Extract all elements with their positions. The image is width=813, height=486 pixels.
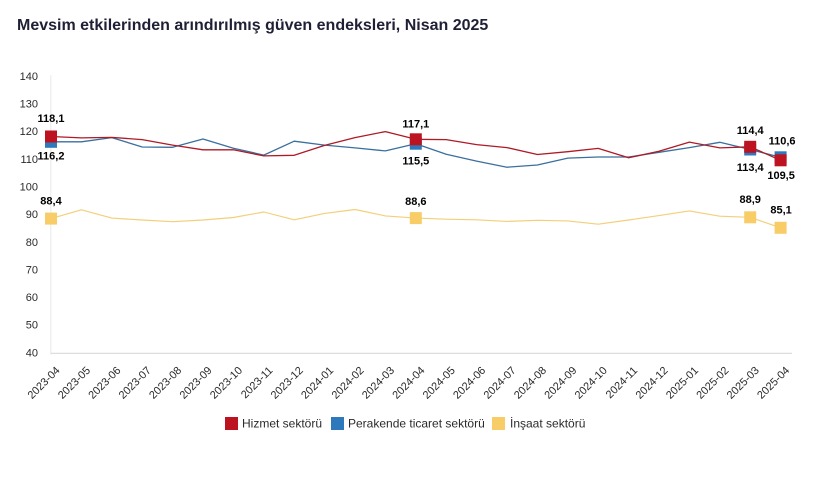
- svg-text:85,1: 85,1: [770, 204, 791, 216]
- svg-text:2023-12: 2023-12: [269, 365, 306, 402]
- svg-text:2024-01: 2024-01: [299, 365, 336, 402]
- svg-text:90: 90: [26, 209, 38, 221]
- svg-text:2023-09: 2023-09: [178, 365, 215, 402]
- svg-text:2024-04: 2024-04: [390, 365, 427, 402]
- svg-text:2024-05: 2024-05: [421, 365, 458, 402]
- svg-text:80: 80: [26, 237, 38, 249]
- svg-text:70: 70: [26, 264, 38, 276]
- svg-text:117,1: 117,1: [402, 118, 429, 130]
- svg-text:2023-07: 2023-07: [117, 365, 154, 402]
- svg-text:Hizmet sektörü: Hizmet sektörü: [242, 417, 322, 431]
- svg-text:110,6: 110,6: [769, 135, 796, 147]
- svg-text:2024-03: 2024-03: [360, 365, 397, 402]
- svg-text:2024-09: 2024-09: [542, 365, 579, 402]
- svg-text:Mevsim etkilerinden arındırılm: Mevsim etkilerinden arındırılmış güven e…: [17, 17, 488, 34]
- svg-text:120: 120: [20, 126, 38, 138]
- svg-text:130: 130: [20, 99, 38, 111]
- svg-text:Perakende ticaret sektörü: Perakende ticaret sektörü: [348, 417, 485, 431]
- svg-text:116,2: 116,2: [38, 150, 65, 162]
- svg-text:2024-12: 2024-12: [634, 365, 671, 402]
- svg-text:40: 40: [26, 347, 38, 359]
- svg-text:2025-01: 2025-01: [664, 365, 701, 402]
- svg-text:113,4: 113,4: [737, 162, 765, 174]
- svg-text:88,4: 88,4: [40, 195, 62, 207]
- svg-text:118,1: 118,1: [38, 113, 65, 125]
- svg-text:2024-10: 2024-10: [573, 365, 610, 402]
- svg-text:114,4: 114,4: [737, 125, 765, 137]
- svg-text:115,5: 115,5: [402, 155, 429, 167]
- svg-text:2024-08: 2024-08: [512, 365, 549, 402]
- svg-text:60: 60: [26, 292, 38, 304]
- svg-text:2023-10: 2023-10: [208, 365, 245, 402]
- svg-text:2024-02: 2024-02: [330, 365, 367, 402]
- svg-text:50: 50: [26, 320, 38, 332]
- svg-text:140: 140: [20, 71, 38, 83]
- svg-text:110: 110: [20, 154, 38, 166]
- svg-text:2025-04: 2025-04: [755, 365, 792, 402]
- svg-text:2025-03: 2025-03: [725, 365, 762, 402]
- svg-text:2025-02: 2025-02: [694, 365, 731, 402]
- svg-text:2023-04: 2023-04: [26, 365, 63, 402]
- svg-text:2023-06: 2023-06: [86, 365, 123, 402]
- svg-text:109,5: 109,5: [767, 170, 795, 182]
- svg-text:100: 100: [20, 182, 38, 194]
- svg-text:İnşaat sektörü: İnşaat sektörü: [510, 417, 585, 431]
- svg-text:88,6: 88,6: [405, 196, 426, 208]
- svg-text:2024-06: 2024-06: [451, 365, 488, 402]
- svg-text:2023-08: 2023-08: [147, 365, 184, 402]
- svg-text:88,9: 88,9: [739, 194, 760, 206]
- svg-text:2024-07: 2024-07: [482, 365, 519, 402]
- svg-text:2023-05: 2023-05: [56, 365, 93, 402]
